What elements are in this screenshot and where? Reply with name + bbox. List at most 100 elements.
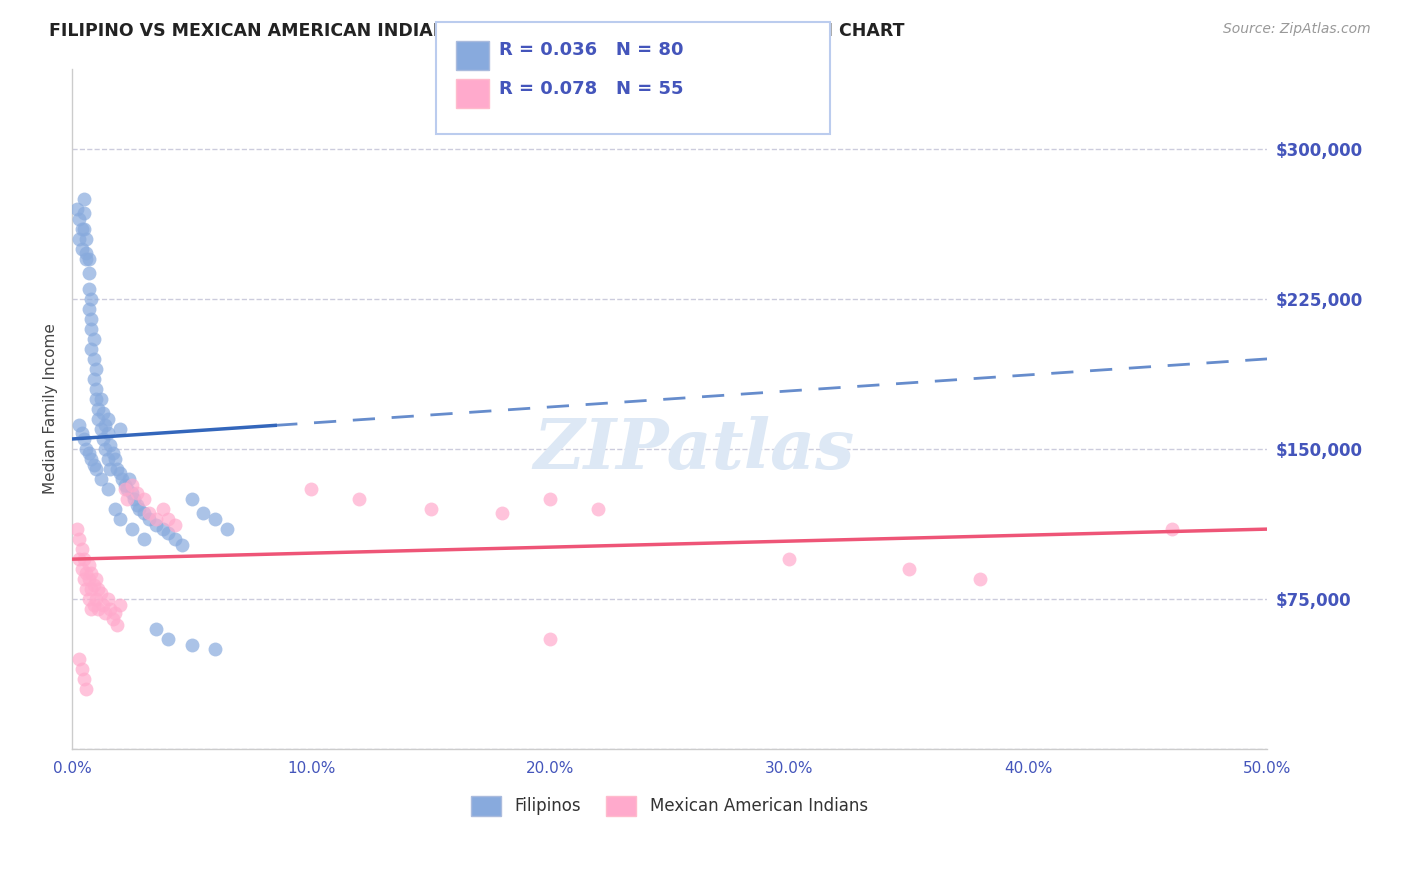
Legend: Filipinos, Mexican American Indians: Filipinos, Mexican American Indians bbox=[465, 789, 875, 822]
Point bbox=[193, 506, 215, 520]
Point bbox=[77, 558, 100, 573]
Point bbox=[83, 598, 105, 612]
Point bbox=[538, 491, 561, 506]
Point bbox=[115, 491, 138, 506]
Point bbox=[75, 232, 97, 246]
Point bbox=[125, 498, 148, 512]
Point bbox=[80, 452, 103, 467]
Point bbox=[66, 202, 89, 216]
Point bbox=[128, 502, 150, 516]
Point bbox=[969, 572, 991, 586]
Point bbox=[83, 351, 105, 366]
Point bbox=[94, 417, 117, 432]
Point bbox=[108, 466, 131, 480]
Point bbox=[897, 562, 920, 576]
Point bbox=[84, 382, 107, 396]
Point bbox=[73, 572, 96, 586]
Point bbox=[75, 566, 97, 581]
Point bbox=[586, 502, 609, 516]
Point bbox=[156, 526, 179, 541]
Point bbox=[90, 472, 112, 486]
Point bbox=[163, 532, 186, 546]
Point bbox=[67, 532, 90, 546]
Point bbox=[83, 332, 105, 346]
Point bbox=[80, 311, 103, 326]
Point bbox=[67, 211, 90, 226]
Point bbox=[778, 552, 800, 566]
Point bbox=[101, 612, 124, 626]
Point bbox=[104, 452, 127, 467]
Point bbox=[70, 425, 93, 440]
Point bbox=[70, 242, 93, 256]
Point bbox=[104, 606, 127, 620]
Point bbox=[67, 552, 90, 566]
Point bbox=[73, 192, 96, 206]
Point bbox=[70, 562, 93, 576]
Point bbox=[75, 252, 97, 266]
Point bbox=[97, 412, 120, 426]
Point bbox=[97, 425, 120, 440]
Point bbox=[70, 221, 93, 235]
Point bbox=[170, 538, 193, 552]
Point bbox=[145, 512, 167, 526]
Text: ZIPatlas: ZIPatlas bbox=[533, 416, 855, 483]
Text: Source: ZipAtlas.com: Source: ZipAtlas.com bbox=[1223, 22, 1371, 37]
Point bbox=[121, 478, 143, 492]
Point bbox=[87, 412, 110, 426]
Point bbox=[138, 506, 160, 520]
Point bbox=[83, 458, 105, 472]
Point bbox=[132, 532, 155, 546]
Point bbox=[84, 572, 107, 586]
Point bbox=[108, 512, 131, 526]
Point bbox=[80, 322, 103, 336]
Point bbox=[180, 638, 202, 652]
Point bbox=[138, 512, 160, 526]
Point bbox=[80, 342, 103, 356]
Point bbox=[87, 582, 110, 597]
Point bbox=[75, 682, 97, 697]
Point bbox=[87, 602, 110, 616]
Point bbox=[84, 392, 107, 406]
Point bbox=[67, 417, 90, 432]
Point bbox=[121, 522, 143, 536]
Point bbox=[77, 572, 100, 586]
Point bbox=[70, 542, 93, 557]
Point bbox=[80, 292, 103, 306]
Point bbox=[90, 586, 112, 600]
Point bbox=[90, 422, 112, 436]
Point bbox=[77, 252, 100, 266]
Point bbox=[84, 462, 107, 476]
Point bbox=[91, 598, 114, 612]
Point bbox=[66, 522, 89, 536]
Point bbox=[132, 506, 155, 520]
Point bbox=[98, 602, 121, 616]
Point bbox=[204, 642, 226, 657]
Point bbox=[97, 482, 120, 496]
Y-axis label: Median Family Income: Median Family Income bbox=[44, 324, 58, 494]
Point bbox=[77, 266, 100, 280]
Point bbox=[91, 432, 114, 446]
Point bbox=[132, 491, 155, 506]
Point bbox=[1160, 522, 1182, 536]
Text: R = 0.078   N = 55: R = 0.078 N = 55 bbox=[499, 79, 683, 97]
Point bbox=[107, 618, 129, 632]
Point bbox=[121, 486, 143, 500]
Point bbox=[73, 205, 96, 219]
Point bbox=[122, 491, 145, 506]
Point bbox=[491, 506, 513, 520]
Text: R = 0.036   N = 80: R = 0.036 N = 80 bbox=[499, 41, 683, 59]
Point bbox=[104, 502, 127, 516]
Point bbox=[73, 221, 96, 235]
Point bbox=[77, 301, 100, 316]
Point bbox=[538, 632, 561, 647]
Point bbox=[347, 491, 370, 506]
Point bbox=[67, 652, 90, 666]
Point bbox=[145, 518, 167, 533]
Point bbox=[83, 578, 105, 592]
Point bbox=[84, 362, 107, 376]
Point bbox=[145, 622, 167, 636]
Point bbox=[152, 502, 174, 516]
Point bbox=[97, 592, 120, 607]
Point bbox=[97, 452, 120, 467]
Point bbox=[156, 632, 179, 647]
